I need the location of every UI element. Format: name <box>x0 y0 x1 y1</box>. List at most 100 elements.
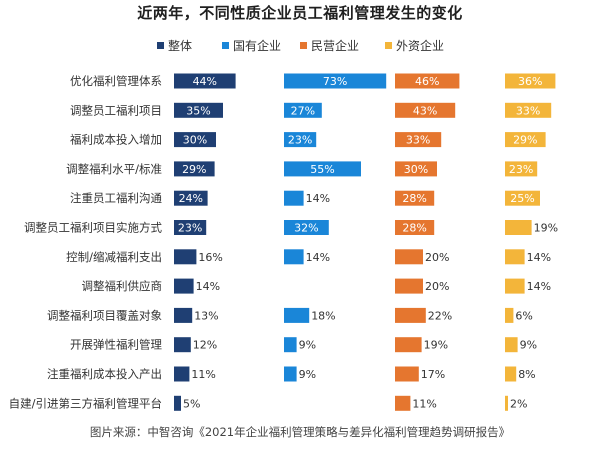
data-label-state-owned: 14% <box>306 192 330 205</box>
chart-source: 图片来源：中智咨询《2021年企业福利管理策略与差异化福利管理趋势调研报告》 <box>89 425 511 439</box>
category-label: 优化福利管理体系 <box>70 74 162 88</box>
bar-overall <box>174 220 207 235</box>
legend-item-private: 民营企业 <box>300 37 359 54</box>
legend-item-foreign: 外资企业 <box>385 37 444 54</box>
category-label: 福利成本投入增加 <box>70 133 162 147</box>
data-label-state-owned: 23% <box>288 134 312 147</box>
data-label-overall: 13% <box>194 309 218 322</box>
data-label-foreign: 8% <box>518 368 535 381</box>
bar-private <box>395 220 435 235</box>
data-label-state-owned: 73% <box>323 75 347 88</box>
data-label-state-owned: 27% <box>291 104 315 117</box>
bar-overall <box>174 102 223 118</box>
data-label-overall: 29% <box>182 163 206 176</box>
data-label-private: 28% <box>402 222 426 235</box>
category-label: 注重福利成本投入产出 <box>47 367 162 381</box>
legend-swatch-state-owned <box>222 42 229 49</box>
data-label-state-owned: 32% <box>294 222 318 235</box>
bar-overall <box>174 73 236 89</box>
bar-foreign <box>505 161 538 177</box>
bar-private <box>395 132 442 148</box>
bar-overall <box>174 366 190 382</box>
category-label: 自建/引进第三方福利管理平台 <box>9 396 162 410</box>
bar-private <box>395 249 423 265</box>
bar-overall <box>174 337 191 353</box>
data-label-private: 43% <box>413 104 437 117</box>
bar-foreign <box>505 73 556 89</box>
bar-foreign <box>505 307 514 323</box>
data-label-foreign: 19% <box>534 222 558 235</box>
bar-overall <box>174 278 194 294</box>
bar-state-owned <box>284 161 361 177</box>
bar-overall <box>174 395 181 411</box>
bar-foreign <box>505 190 540 206</box>
bar-overall <box>174 161 215 177</box>
category-label: 调整员工福利项目 <box>70 103 162 117</box>
data-label-state-owned: 9% <box>299 339 316 352</box>
bar-state-owned <box>284 249 304 265</box>
data-label-overall: 44% <box>193 75 217 88</box>
data-label-private: 20% <box>425 251 449 264</box>
bar-foreign <box>505 132 546 148</box>
legend-swatch-overall <box>157 42 164 49</box>
legend-item-overall: 整体 <box>157 37 192 54</box>
bar-state-owned <box>284 73 387 89</box>
bar-state-owned <box>284 102 322 118</box>
data-label-overall: 14% <box>196 280 220 293</box>
category-label: 调整福利水平/标准 <box>66 162 162 176</box>
data-label-foreign: 23% <box>509 163 533 176</box>
bar-foreign <box>505 366 517 382</box>
bar-state-owned <box>284 307 310 323</box>
bar-foreign <box>505 102 552 118</box>
data-label-private: 17% <box>421 368 445 381</box>
legend-item-state-owned: 国有企业 <box>222 37 281 54</box>
data-label-foreign: 14% <box>527 251 551 264</box>
bar-state-owned <box>284 337 297 353</box>
data-label-foreign: 25% <box>510 192 534 205</box>
category-label: 调整福利供应商 <box>82 279 163 293</box>
data-label-private: 46% <box>415 75 439 88</box>
chart-title: 近两年，不同性质企业员工福利管理发生的变化 <box>137 4 463 22</box>
data-label-overall: 24% <box>179 192 203 205</box>
data-label-overall: 30% <box>183 134 207 147</box>
data-label-state-owned: 18% <box>311 309 335 322</box>
data-label-private: 19% <box>424 339 448 352</box>
data-label-foreign: 33% <box>516 104 540 117</box>
bar-overall <box>174 307 193 323</box>
bar-state-owned <box>284 132 317 148</box>
bar-private <box>395 278 423 294</box>
data-label-overall: 5% <box>183 397 200 410</box>
category-label: 开展弹性福利管理 <box>70 338 162 352</box>
legend-swatch-private <box>300 42 307 49</box>
data-label-private: 20% <box>425 280 449 293</box>
bar-private <box>395 366 419 382</box>
category-label: 调整员工福利项目实施方式 <box>24 221 162 235</box>
data-label-private: 33% <box>406 134 430 147</box>
bar-private <box>395 307 426 323</box>
data-label-private: 28% <box>402 192 426 205</box>
data-label-overall: 16% <box>198 251 222 264</box>
legend-label-state-owned: 国有企业 <box>233 39 282 53</box>
data-label-foreign: 29% <box>513 134 537 147</box>
bar-private <box>395 337 422 353</box>
data-label-overall: 12% <box>193 339 217 352</box>
bar-private <box>395 395 411 411</box>
data-label-state-owned: 9% <box>299 368 316 381</box>
bar-private <box>395 161 437 177</box>
data-label-state-owned: 14% <box>306 251 330 264</box>
category-label: 调整福利项目覆盖对象 <box>47 308 162 322</box>
bar-overall <box>174 249 197 265</box>
bar-state-owned <box>284 220 329 235</box>
bar-private <box>395 73 460 89</box>
bar-foreign <box>505 395 508 411</box>
bar-foreign <box>505 220 532 235</box>
bar-state-owned <box>284 190 304 206</box>
bar-foreign <box>505 249 525 265</box>
bar-overall <box>174 132 216 148</box>
legend-swatch-foreign <box>385 42 392 49</box>
data-label-foreign: 9% <box>520 339 537 352</box>
data-label-overall: 23% <box>178 222 202 235</box>
bar-private <box>395 102 456 118</box>
category-label: 注重员工福利沟通 <box>70 191 162 205</box>
